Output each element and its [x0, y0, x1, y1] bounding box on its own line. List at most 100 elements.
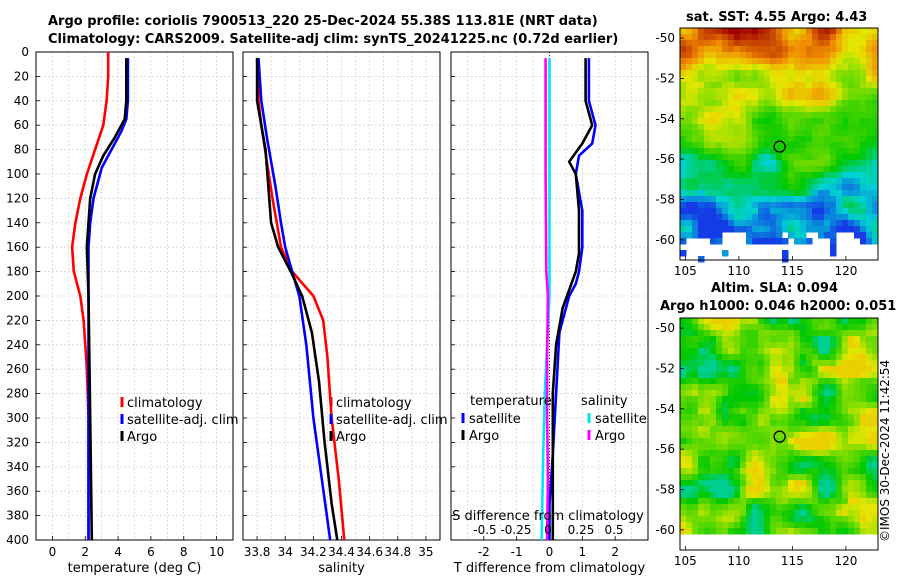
map-cell — [836, 480, 843, 487]
map-cell — [842, 190, 849, 197]
map-cell — [752, 202, 759, 209]
map-cell — [866, 232, 873, 239]
map-cell — [824, 100, 831, 107]
map-cell — [788, 450, 795, 457]
map-cell — [800, 208, 807, 215]
x-tick-label: 6 — [147, 545, 155, 559]
map-cell — [812, 366, 819, 373]
map-cell — [788, 172, 795, 179]
map-cell — [860, 480, 867, 487]
map-cell — [716, 232, 723, 239]
map-cell — [794, 396, 801, 403]
map-cell — [842, 516, 849, 523]
map-cell — [806, 124, 813, 131]
map-cell — [734, 160, 741, 167]
map-cell — [710, 40, 717, 47]
map-cell — [782, 474, 789, 481]
map-cell — [842, 82, 849, 89]
map-cell — [836, 372, 843, 379]
map-cell — [680, 58, 687, 65]
map-cell — [710, 528, 717, 535]
map-cell — [854, 148, 861, 155]
map-cell — [824, 468, 831, 475]
map-cell — [812, 136, 819, 143]
map-cell — [800, 88, 807, 95]
map-cell — [698, 208, 705, 215]
map-cell — [758, 516, 765, 523]
map-cell — [716, 154, 723, 161]
map-cell — [758, 58, 765, 65]
map-cell — [686, 450, 693, 457]
map-cell — [686, 318, 693, 325]
map-cell — [704, 474, 711, 481]
map-cell — [842, 184, 849, 191]
map-cell — [836, 366, 843, 373]
map-cell — [794, 522, 801, 529]
map-cell — [824, 64, 831, 71]
map-cell — [692, 142, 699, 149]
map-cell — [740, 510, 747, 517]
map-cell — [728, 172, 735, 179]
map-cell — [758, 166, 765, 173]
map-cell — [848, 190, 855, 197]
map-cell — [740, 372, 747, 379]
map-cell — [806, 378, 813, 385]
map-cell — [716, 354, 723, 361]
map-cell — [680, 390, 687, 397]
depth-tick-label: 40 — [14, 94, 29, 108]
map-cell — [776, 450, 783, 457]
map-cell — [860, 226, 867, 233]
map-cell — [830, 40, 837, 47]
title-line-2: Climatology: CARS2009. Satellite-adj cli… — [48, 32, 619, 47]
map-cell — [830, 504, 837, 511]
map-cell — [788, 166, 795, 173]
map-cell — [788, 510, 795, 517]
map-cell — [740, 504, 747, 511]
map-cell — [800, 148, 807, 155]
map-cell — [692, 94, 699, 101]
map-cell — [740, 124, 747, 131]
map-cell — [746, 390, 753, 397]
map-cell — [806, 40, 813, 47]
map-cell — [776, 142, 783, 149]
map-cell — [794, 112, 801, 119]
map-cell — [866, 34, 873, 41]
map-cell — [788, 154, 795, 161]
map-cell — [842, 360, 849, 367]
map-cell — [872, 324, 879, 331]
map-cell — [728, 450, 735, 457]
map-cell — [686, 82, 693, 89]
map-cell — [770, 510, 777, 517]
map-cell — [692, 492, 699, 499]
map-cell — [752, 444, 759, 451]
map-cell — [704, 136, 711, 143]
map-cell — [794, 360, 801, 367]
map-cell — [764, 444, 771, 451]
map-cell — [764, 462, 771, 469]
map-cell — [680, 100, 687, 107]
map-cell — [788, 148, 795, 155]
map-cell — [860, 94, 867, 101]
map-cell — [734, 330, 741, 337]
map-cell — [752, 498, 759, 505]
map-cell — [818, 522, 825, 529]
map-cell — [752, 76, 759, 83]
map-cell — [740, 468, 747, 475]
map-cell — [836, 522, 843, 529]
map-cell — [716, 82, 723, 89]
map-cell — [734, 82, 741, 89]
map-cell — [788, 34, 795, 41]
map-cell — [758, 76, 765, 83]
map-cell — [704, 208, 711, 215]
map-cell — [704, 118, 711, 125]
map-cell — [704, 130, 711, 137]
map-cell — [788, 232, 795, 239]
map-cell — [836, 318, 843, 325]
map-cell — [716, 28, 723, 35]
map-cell — [758, 456, 765, 463]
map-cell — [782, 354, 789, 361]
map-cell — [800, 100, 807, 107]
map-cell — [728, 498, 735, 505]
map-cell — [722, 190, 729, 197]
map-cell — [758, 486, 765, 493]
